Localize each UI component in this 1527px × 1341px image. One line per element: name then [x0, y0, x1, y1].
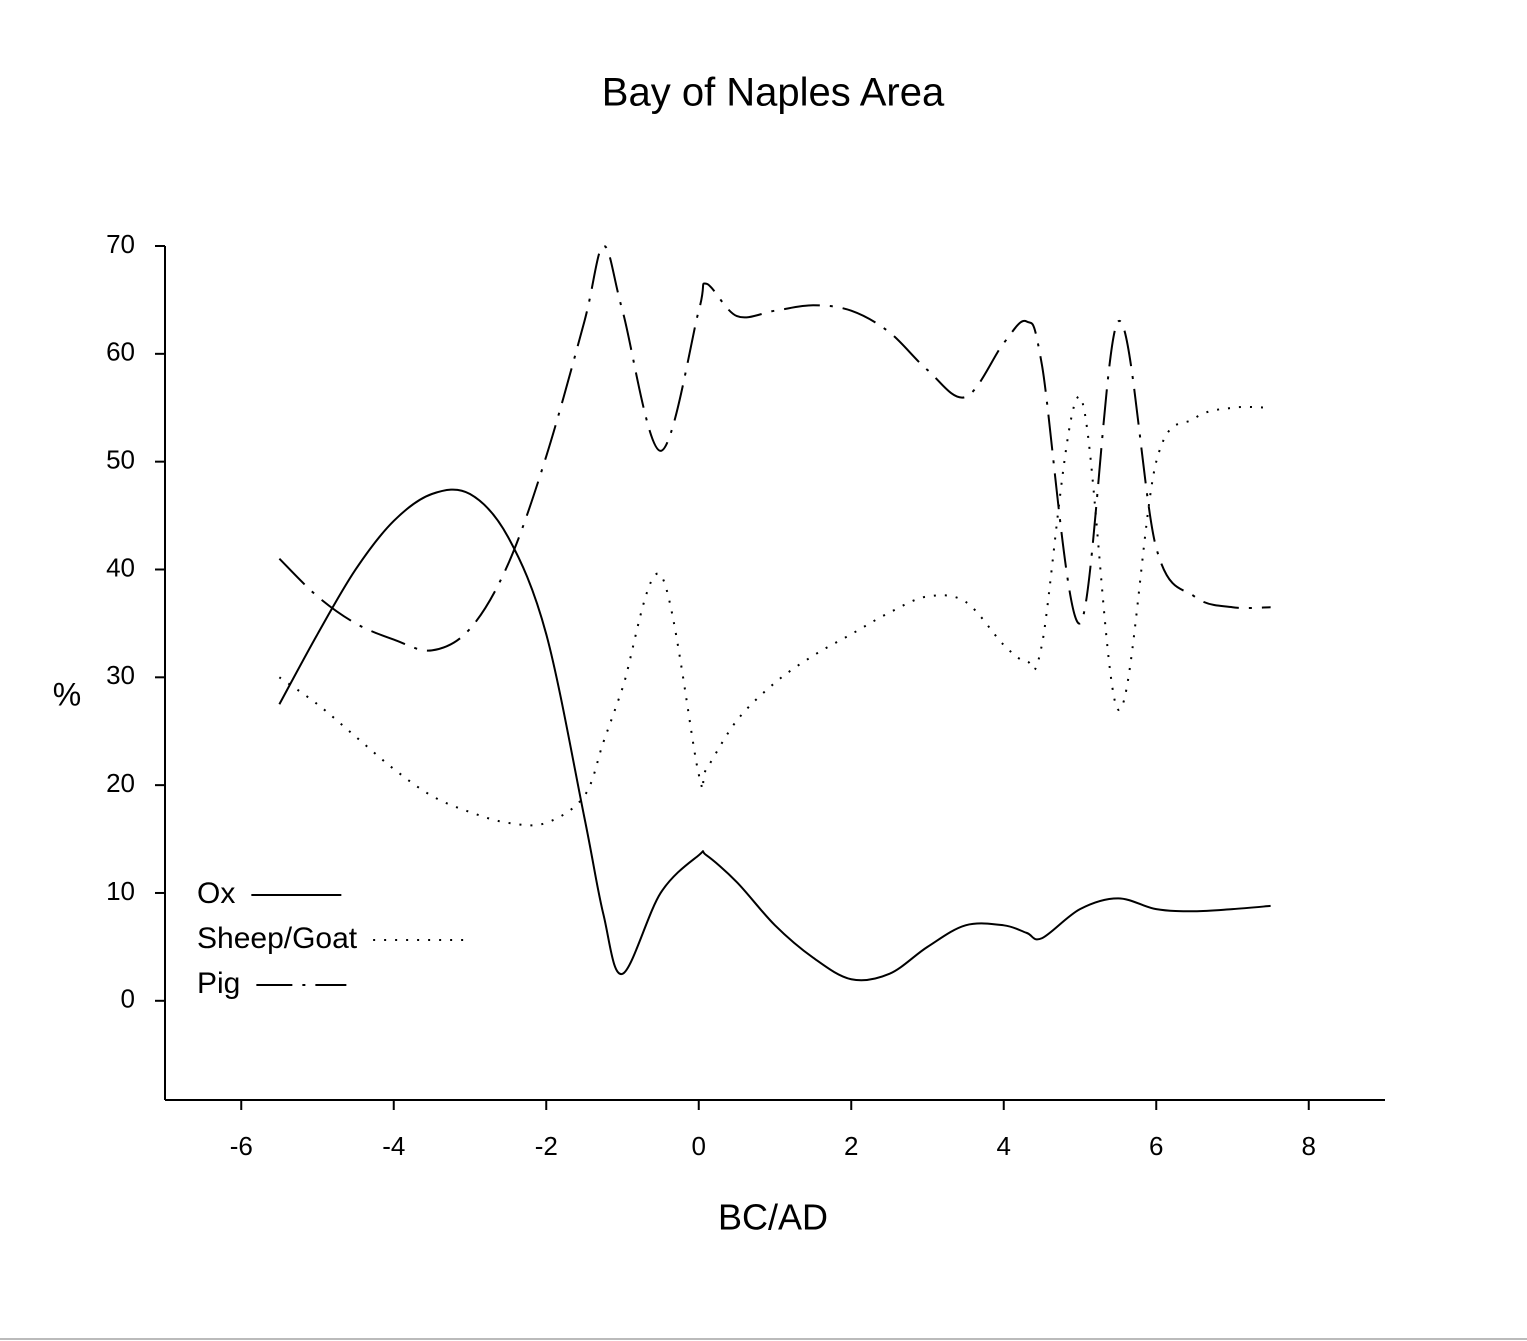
y-tick-label: 20	[106, 768, 135, 798]
y-tick-label: 40	[106, 552, 135, 582]
y-tick-label: 70	[106, 229, 135, 259]
y-tick-label: 10	[106, 876, 135, 906]
series-line	[278, 395, 1271, 827]
chart-title: Bay of Naples Area	[602, 71, 945, 115]
x-tick-label: 6	[1149, 1131, 1163, 1161]
series-line	[278, 245, 1271, 652]
y-tick-label: 50	[106, 445, 135, 475]
y-axis-label: %	[53, 676, 81, 712]
x-tick-label: -6	[230, 1131, 253, 1161]
y-tick-label: 30	[106, 660, 135, 690]
series-line	[278, 488, 1271, 982]
legend-label: Sheep/Goat	[197, 922, 358, 955]
x-tick-label: 4	[997, 1131, 1011, 1161]
y-tick-label: 0	[121, 984, 135, 1014]
legend-label: Ox	[197, 877, 235, 910]
x-tick-label: -4	[382, 1131, 405, 1161]
x-axis-label: BC/AD	[718, 1197, 828, 1238]
x-tick-label: 2	[844, 1131, 858, 1161]
x-tick-label: 8	[1302, 1131, 1316, 1161]
x-tick-label: -2	[535, 1131, 558, 1161]
y-tick-label: 60	[106, 337, 135, 367]
legend-label: Pig	[197, 967, 240, 1000]
x-tick-label: 0	[692, 1131, 706, 1161]
